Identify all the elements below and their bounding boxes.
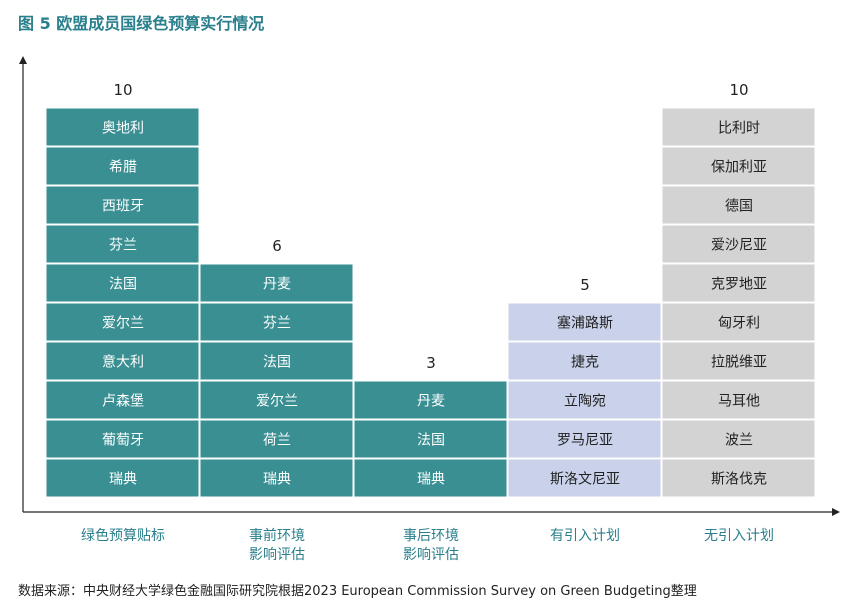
bar-cell [46,381,199,419]
bar-cell [508,303,661,341]
bar-cell [200,459,353,497]
bar-cell [46,303,199,341]
bar-cell-label: 罗马尼亚 [557,433,613,449]
bar-cell-label: 爱沙尼亚 [711,238,767,254]
bar-cell [46,459,199,497]
bar-cell-label: 德国 [725,199,753,215]
bar-cell [508,381,661,419]
bar-cell [46,186,199,224]
bar-cell-label: 立陶宛 [564,394,606,410]
bar-cell-label: 法国 [417,433,445,449]
bar-cell [46,147,199,185]
bar-cell [508,420,661,458]
bar-cell-label: 法国 [109,277,137,293]
bar-cell [662,264,815,302]
bar-cell-label: 瑞典 [417,472,445,488]
count-label: 10 [729,81,748,99]
bars: 瑞典葡萄牙卢森堡意大利爱尔兰法国芬兰西班牙希腊奥地利瑞典荷兰爱尔兰法国芬兰丹麦瑞… [46,108,815,497]
bar-cell-label: 荷兰 [263,433,291,449]
bar-cell-label: 卢森堡 [102,394,144,410]
bar-cell [200,420,353,458]
bar-cell [662,147,815,185]
category-label: 绿色预算贴标 [81,527,165,544]
bar-cell [200,381,353,419]
bar-cell-label: 丹麦 [417,394,445,410]
bar-cell [200,303,353,341]
bar-cell-label: 捷克 [571,355,599,371]
bar-cell-label: 瑞典 [263,472,291,488]
bar-cell [354,420,507,458]
bar-cell [46,108,199,146]
bar-cell [46,420,199,458]
bar-cell [662,225,815,263]
bar-cell-label: 拉脱维亚 [711,355,767,371]
bar-cell [662,420,815,458]
bar-cell [508,459,661,497]
bar-cell-label: 斯洛文尼亚 [550,472,620,488]
bar-cell-label: 瑞典 [109,472,137,488]
bar-cell-label: 奥地利 [102,120,144,137]
bar-cell-label: 西班牙 [102,199,144,215]
bar-cell [354,381,507,419]
bar-cell-label: 芬兰 [109,238,137,254]
bar-cell-label: 芬兰 [263,316,291,332]
count-label: 6 [272,237,282,255]
bar-cell [46,264,199,302]
bar-cell-label: 克罗地亚 [711,277,767,293]
category-label: 事后环境 [403,528,459,544]
count-label: 5 [580,276,590,294]
bar-cell [662,342,815,380]
bar-cell-label: 意大利 [102,354,144,371]
category-label: 影响评估 [403,547,459,563]
chart-title: 图 5 欧盟成员国绿色预算实行情况 [18,14,265,33]
bar-cell-label: 斯洛伐克 [711,472,767,488]
bar-cell [46,225,199,263]
bar-cell-label: 丹麦 [263,277,291,293]
count-labels: 10 6 3 5 10 [113,81,748,372]
bar-cell-label: 希腊 [109,160,137,176]
x-axis-arrow [832,508,840,516]
bar-cell [662,381,815,419]
bar-cell-label: 葡萄牙 [102,433,144,449]
bar-cell [662,108,815,146]
bar-cell-label: 法国 [263,355,291,371]
bar-cell-label: 马耳他 [718,394,760,410]
bar-cell-label: 爱尔兰 [256,394,298,410]
category-label: 事前环境 [249,527,305,544]
bar-cell-label: 保加利亚 [711,160,767,176]
category-label: 无引入计划 [704,528,774,544]
bar-cell [662,186,815,224]
axes [19,56,840,516]
bar-cell [662,303,815,341]
count-label: 10 [113,81,132,99]
bar-cell-label: 波兰 [725,433,753,449]
bar-cell [662,459,815,497]
bar-cell-label: 匈牙利 [718,316,760,332]
category-label: 影响评估 [249,547,305,563]
bar-cell [508,342,661,380]
bar-cell-label: 比利时 [718,121,760,137]
bar-cell [46,342,199,380]
source-note: 数据来源：中央财经大学绿色金融国际研究院根据2023 European Comm… [18,584,697,599]
bar-cell [200,264,353,302]
y-axis-arrow [19,56,27,64]
bar-cell-label: 爱尔兰 [102,316,144,332]
category-label: 有引入计划 [550,528,620,544]
bar-cell-label: 塞浦路斯 [557,315,613,332]
bar-cell [200,342,353,380]
count-label: 3 [426,354,436,372]
bar-cell [354,459,507,497]
